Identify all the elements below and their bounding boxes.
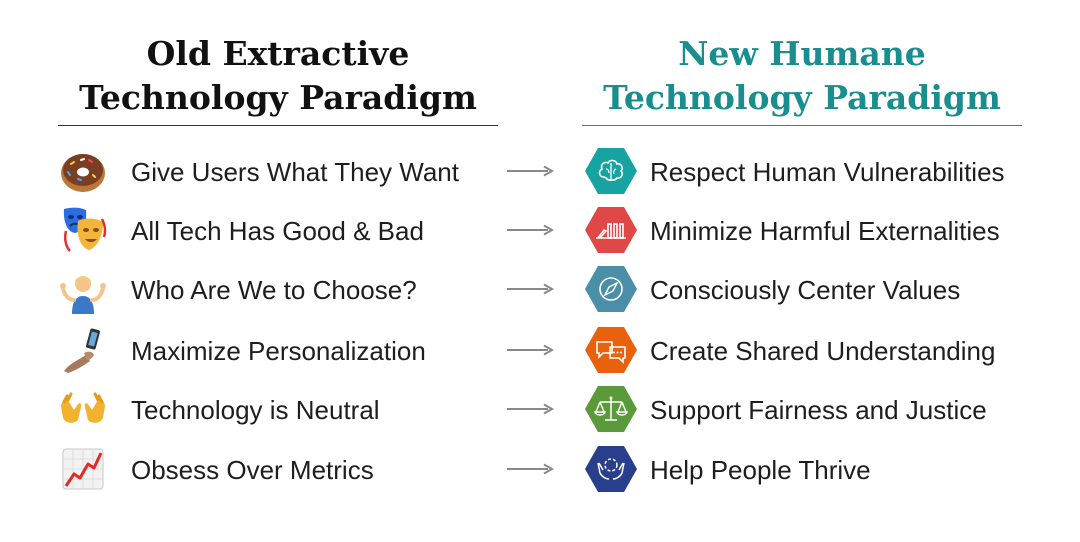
person-shrugging-icon bbox=[60, 276, 106, 314]
old-label: Who Are We to Choose? bbox=[131, 275, 417, 305]
speech-bubbles-icon bbox=[585, 327, 637, 373]
old-label: Give Users What They Want bbox=[131, 157, 459, 187]
old-heading-divider bbox=[58, 125, 498, 126]
old-label: Maximize Personalization bbox=[131, 336, 426, 366]
paradigm-row: Maximize Personalization Create Shared U… bbox=[0, 322, 1080, 378]
old-heading-line-2: Technology Paradigm bbox=[79, 78, 477, 117]
arrow-right-icon bbox=[507, 283, 555, 295]
open-hands-icon bbox=[61, 392, 105, 423]
new-heading-line-1: New Humane bbox=[678, 34, 926, 73]
new-label: Help People Thrive bbox=[650, 455, 871, 485]
new-label: Create Shared Understanding bbox=[650, 336, 996, 366]
arrow-right-icon bbox=[507, 165, 555, 177]
old-heading-line-1: Old Extractive bbox=[146, 34, 410, 73]
paradigm-row: Who Are We to Choose? Consciously Center… bbox=[0, 261, 1080, 317]
dominoes-icon bbox=[585, 207, 637, 253]
paradigm-row: All Tech Has Good & Bad Minimize Harmful… bbox=[0, 202, 1080, 258]
brain-icon bbox=[585, 148, 637, 194]
old-label: Obsess Over Metrics bbox=[131, 455, 374, 485]
scales-icon bbox=[585, 386, 637, 432]
arrow-right-icon bbox=[507, 344, 555, 356]
selfie-icon bbox=[64, 328, 100, 373]
new-heading-line-2: Technology Paradigm bbox=[603, 78, 1001, 117]
new-paradigm-heading: New Humane Technology Paradigm bbox=[582, 32, 1022, 120]
new-label: Support Fairness and Justice bbox=[650, 395, 987, 425]
hands-circle-icon bbox=[585, 446, 637, 492]
arrow-right-icon bbox=[507, 463, 555, 475]
chart-increasing-icon bbox=[62, 448, 104, 490]
new-label: Consciously Center Values bbox=[650, 275, 961, 305]
paradigm-row: Give Users What They Want Respect Human … bbox=[0, 143, 1080, 199]
new-label: Respect Human Vulnerabilities bbox=[650, 157, 1005, 187]
arrow-right-icon bbox=[507, 403, 555, 415]
theater-masks-icon bbox=[63, 207, 107, 252]
paradigm-row: Technology is Neutral Support Fairness a… bbox=[0, 381, 1080, 437]
donut-icon bbox=[61, 154, 105, 192]
new-label: Minimize Harmful Externalities bbox=[650, 216, 1000, 246]
arrow-right-icon bbox=[507, 224, 555, 236]
paradigm-row: Obsess Over Metrics Help People Thrive bbox=[0, 441, 1080, 497]
new-heading-divider bbox=[582, 125, 1022, 126]
old-paradigm-heading: Old Extractive Technology Paradigm bbox=[58, 32, 498, 120]
old-label: All Tech Has Good & Bad bbox=[131, 216, 424, 246]
compass-icon bbox=[585, 266, 637, 312]
old-label: Technology is Neutral bbox=[131, 395, 380, 425]
